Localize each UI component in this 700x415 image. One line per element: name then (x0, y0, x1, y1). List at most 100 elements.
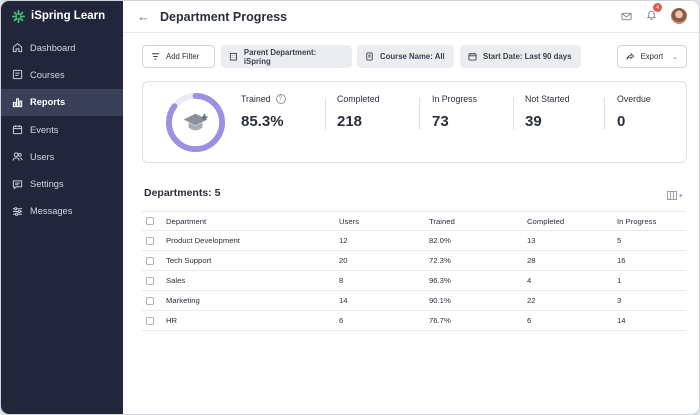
table-row[interactable]: Product Development 12 82.0% 13 5 (142, 231, 686, 251)
stat-trained: Trained? 85.3% (241, 94, 286, 130)
sidebar-item-messages[interactable]: Messages (1, 198, 123, 225)
ispring-logo-icon (12, 9, 25, 23)
departments-table: Department Users Trained Completed In Progre… (142, 211, 686, 331)
sidebar-item-label: Users (30, 151, 55, 162)
row-checkbox[interactable] (146, 316, 154, 325)
bell-icon (646, 10, 657, 20)
stats-card: Trained? 85.3% Completed 218 In Progress… (142, 81, 687, 163)
divider (419, 98, 420, 130)
table-cell: 3 (617, 296, 622, 305)
table-cell: 76.7% (429, 316, 451, 325)
table-cell: 20 (339, 256, 348, 265)
divider (325, 98, 326, 130)
column-settings-icon[interactable] (667, 191, 683, 200)
table-cell: 14 (617, 316, 626, 325)
column-header[interactable]: Users (339, 216, 360, 226)
table-row[interactable]: Sales 8 96.3% 4 1 (142, 271, 686, 291)
mail-icon[interactable] (621, 11, 632, 22)
stat-value: 73 (432, 113, 449, 130)
sidebar-item-label: Courses (30, 69, 65, 80)
sidebar-item-label: Events (30, 124, 59, 135)
row-checkbox[interactable] (146, 256, 154, 265)
column-header[interactable]: Department (166, 216, 207, 226)
row-checkbox[interactable] (146, 276, 154, 285)
brand[interactable]: iSpring Learn (1, 1, 123, 31)
table-cell: 28 (527, 256, 536, 265)
start-date-label: Start Date: Last 90 days (483, 52, 572, 61)
filter-bar: Add Filter Parent Department: iSpring Co… (142, 45, 687, 68)
settings-icon (12, 179, 23, 190)
start-date-filter[interactable]: Start Date: Last 90 days (460, 45, 581, 68)
chevron-down-icon: ⌄ (672, 53, 678, 61)
sidebar-item-users[interactable]: Users (1, 143, 123, 170)
table-row[interactable]: Marketing 14 90.1% 22 3 (142, 291, 686, 311)
table-cell: 4 (527, 276, 532, 285)
table-row[interactable]: Tech Support 20 72.3% 28 16 (142, 251, 686, 271)
sidebar-item-label: Messages (30, 206, 73, 217)
sidebar-item-label: Reports (30, 97, 66, 108)
export-button[interactable]: Export ⌄ (617, 45, 687, 68)
document-icon (366, 52, 373, 61)
course-name-filter[interactable]: Course Name: All (357, 45, 454, 68)
stat-overdue: Overdue 0 (617, 94, 651, 130)
sidebar-item-label: Dashboard (30, 42, 76, 53)
stat-completed: Completed 218 (337, 94, 380, 130)
row-checkbox[interactable] (146, 296, 154, 305)
page-title: Department Progress (160, 9, 288, 24)
parent-department-filter[interactable]: Parent Department: iSpring (221, 45, 352, 68)
table-cell: 22 (527, 296, 536, 305)
table-cell: 14 (339, 296, 348, 305)
stat-label: Trained (241, 94, 271, 104)
sidebar-item-label: Settings (30, 179, 64, 190)
sidebar-item-dashboard[interactable]: Dashboard (1, 34, 123, 61)
sidebar-nav: Dashboard Courses Reports Events Users S… (1, 34, 123, 225)
trained-progress-ring (165, 92, 226, 153)
add-filter-button[interactable]: Add Filter (142, 45, 215, 68)
stat-label: Not Started (525, 94, 570, 104)
table-cell: Marketing (166, 296, 200, 305)
sidebar-item-reports[interactable]: Reports (1, 88, 123, 116)
courses-icon (12, 70, 23, 80)
sidebar-item-events[interactable]: Events (1, 116, 123, 143)
notifications-button[interactable]: 4 (646, 3, 662, 25)
back-arrow-icon[interactable]: ← (137, 9, 150, 24)
table-cell: Product Development (166, 236, 240, 245)
stat-in-progress: In Progress 73 (432, 94, 477, 130)
table-cell: Sales (166, 276, 186, 285)
table-cell: 13 (527, 236, 536, 245)
brand-name: iSpring Learn (31, 10, 106, 22)
column-header[interactable]: Completed (527, 216, 565, 226)
column-header[interactable]: In Progress (617, 216, 657, 226)
divider (513, 98, 514, 130)
calendar-icon (12, 125, 23, 135)
sidebar-item-settings[interactable]: Settings (1, 170, 123, 197)
stat-not-started: Not Started 39 (525, 94, 570, 130)
table-row[interactable]: HR 6 76.7% 6 14 (142, 311, 686, 331)
table-cell: 16 (617, 256, 626, 265)
stat-label: Overdue (617, 94, 651, 104)
building-icon (229, 52, 238, 61)
add-filter-label: Add Filter (166, 52, 200, 61)
select-all-checkbox[interactable] (146, 217, 154, 225)
top-icons: 4 (621, 3, 687, 25)
avatar[interactable] (671, 8, 687, 24)
row-checkbox[interactable] (146, 236, 154, 245)
top-bar: ← Department Progress 4 (123, 1, 699, 33)
sliders-icon (12, 207, 23, 216)
parent-department-label: Parent Department: iSpring (243, 47, 317, 66)
share-icon (626, 52, 635, 60)
help-icon[interactable]: ? (275, 94, 286, 104)
table-cell: 12 (339, 236, 348, 245)
notification-badge: 4 (653, 3, 662, 12)
sidebar-item-courses[interactable]: Courses (1, 61, 123, 88)
main-content: ← Department Progress 4 Add Filter Paren… (123, 1, 699, 414)
users-icon (12, 152, 23, 162)
divider (604, 98, 605, 130)
trained-progress-arc (165, 92, 226, 153)
stat-label: Completed (337, 94, 380, 104)
table-cell: 1 (617, 276, 622, 285)
column-header[interactable]: Trained (429, 216, 455, 226)
course-name-label: Course Name: All (380, 52, 445, 61)
table-cell: Tech Support (166, 256, 212, 265)
